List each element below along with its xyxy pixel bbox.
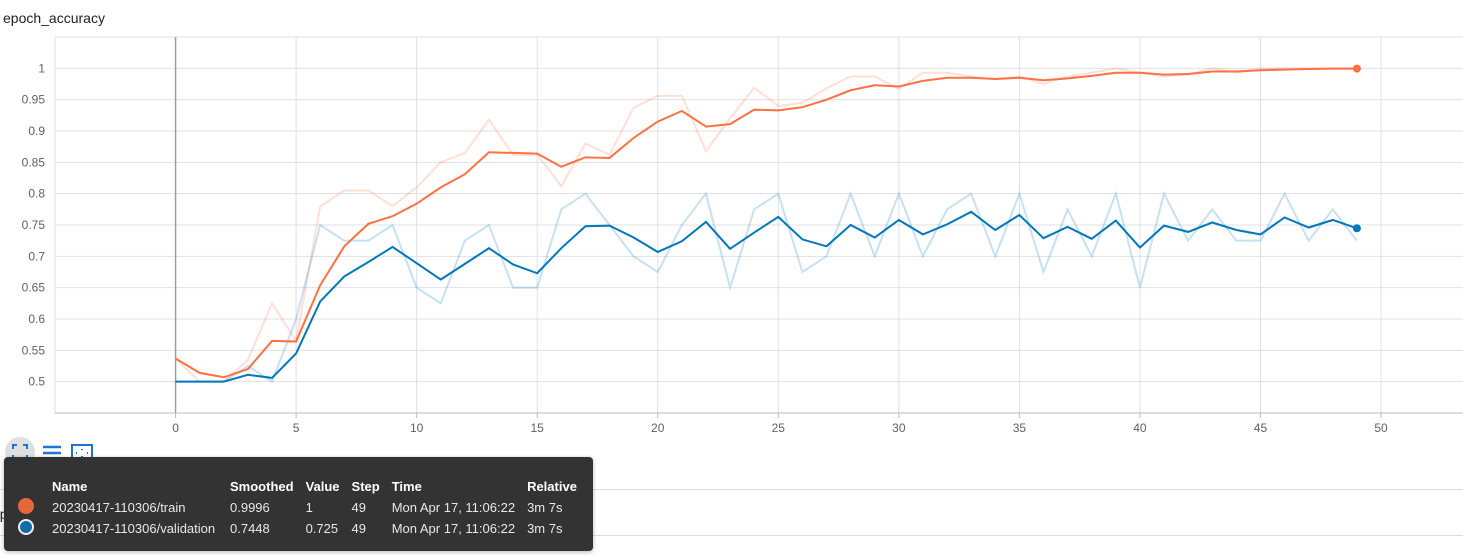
divider <box>0 535 1463 536</box>
y-tick-label: 0.6 <box>28 312 45 326</box>
header-step: Step <box>351 478 380 494</box>
x-tick-label: 10 <box>410 421 424 435</box>
header-value: Value <box>305 478 340 494</box>
last-point-validation <box>1352 224 1361 233</box>
y-tick-label: 0.7 <box>28 249 45 263</box>
step-value: 49 <box>351 500 366 515</box>
x-tick-label: 45 <box>1254 421 1268 435</box>
y-tick-label: 0.65 <box>22 281 46 295</box>
y-tick-label: 0.9 <box>28 124 45 138</box>
raw-value: 1 <box>305 500 313 515</box>
x-tick-label: 25 <box>772 421 786 435</box>
y-tick-label: 0.95 <box>22 93 46 107</box>
x-tick-label: 0 <box>172 421 179 435</box>
step-value: 49 <box>351 521 366 536</box>
y-tick-label: 1 <box>38 61 45 75</box>
tooltip-row-validation: 20230417-110306/validation 0.7448 0.725 … <box>12 518 583 539</box>
fullscreen-icon <box>12 444 28 460</box>
x-tick-label: 20 <box>651 421 665 435</box>
header-name: Name <box>52 478 88 494</box>
header-relative: Relative <box>527 478 577 494</box>
run-name: 20230417-110306/train <box>52 500 186 515</box>
y-tick-label: 0.8 <box>28 187 45 201</box>
x-tick-label: 40 <box>1133 421 1147 435</box>
raw-line-validation <box>175 190 1358 384</box>
y-tick-label: 0.85 <box>22 155 46 169</box>
x-tick-label: 5 <box>293 421 300 435</box>
smoothed-line-train <box>175 67 1357 379</box>
x-tick-label: 30 <box>892 421 906 435</box>
header-time: Time <box>391 478 422 494</box>
time-value: Mon Apr 17, 11:06:22 <box>391 500 516 515</box>
raw-line-train <box>174 67 1357 383</box>
tooltip-row-train: 20230417-110306/train 0.9996 1 49 Mon Ap… <box>12 497 583 518</box>
smoothed-line-validation <box>175 210 1358 383</box>
validation-color-swatch <box>18 519 34 535</box>
raw-value: 0.725 <box>305 521 339 536</box>
relative-value: 3m 7s <box>527 521 563 536</box>
header-smoothed: Smoothed <box>230 478 294 494</box>
smoothed-value: 0.9996 <box>230 500 270 515</box>
smoothed-value: 0.7448 <box>230 521 270 536</box>
x-tick-label: 50 <box>1374 421 1388 435</box>
time-value: Mon Apr 17, 11:06:22 <box>391 521 516 536</box>
y-tick-label: 0.5 <box>28 375 45 389</box>
y-tick-label: 0.55 <box>22 343 46 357</box>
divider <box>0 489 1463 490</box>
x-tick-label: 15 <box>531 421 545 435</box>
tooltip: Name Smoothed Value Step Time Relative 2… <box>4 457 593 551</box>
train-color-swatch <box>18 498 34 514</box>
x-tick-label: 35 <box>1013 421 1027 435</box>
relative-value: 3m 7s <box>527 500 563 515</box>
last-point-train <box>1352 64 1361 73</box>
chart-title: epoch_accuracy <box>3 10 105 26</box>
run-name: 20230417-110306/validation <box>52 521 216 536</box>
y-tick-label: 0.75 <box>22 218 46 232</box>
